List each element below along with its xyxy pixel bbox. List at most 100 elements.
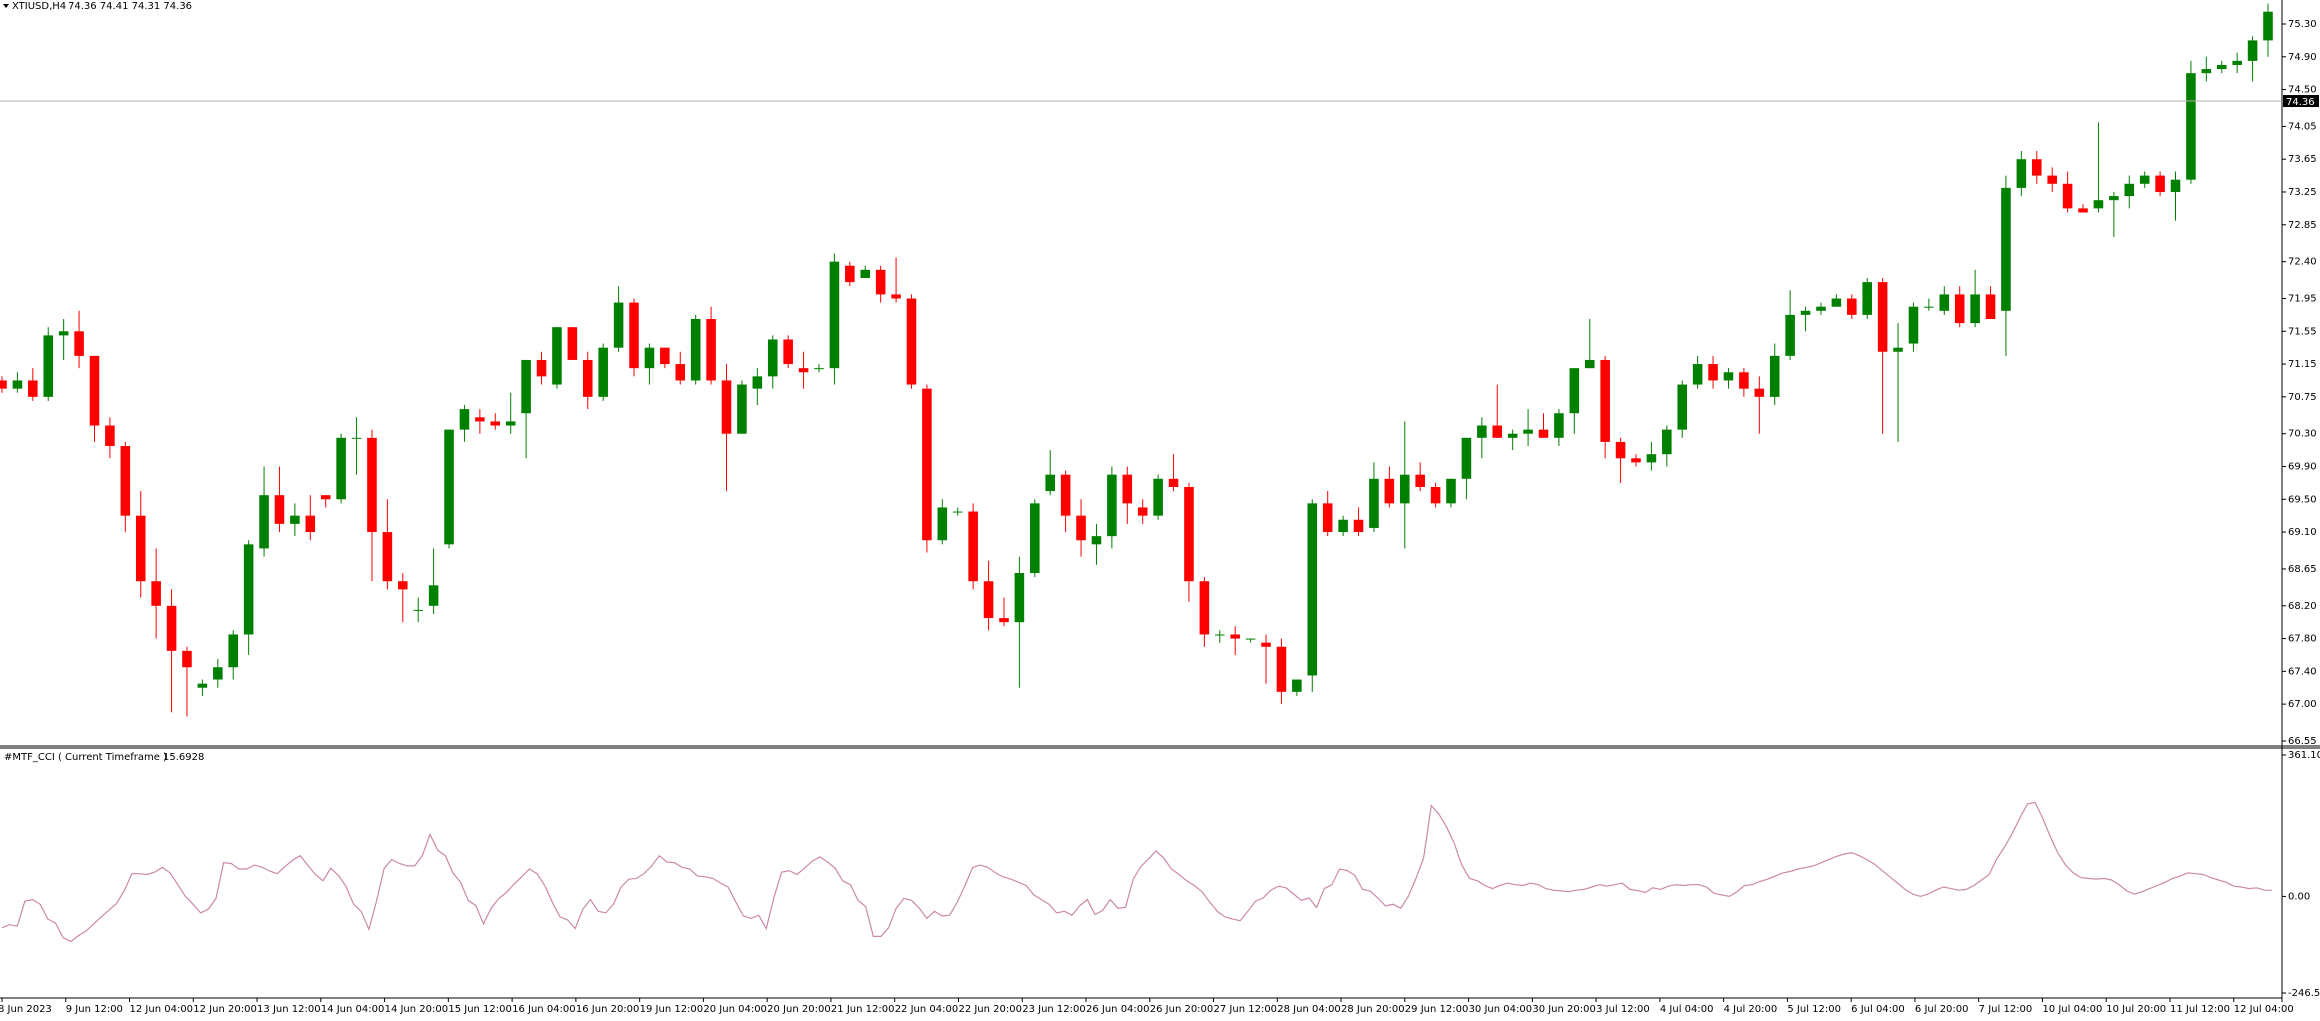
candle: [1199, 577, 1210, 647]
time-tick-label: 30 Jun 04:00: [1469, 1004, 1533, 1015]
candle: [2093, 122, 2104, 213]
candle-body: [937, 507, 948, 541]
time-tick-label: 4 Jul 04:00: [1660, 1004, 1714, 1015]
candle-body: [1692, 364, 1703, 385]
candle: [1862, 278, 1872, 319]
candle: [1970, 269, 1980, 328]
price-tick-label: 74.05: [2288, 121, 2317, 132]
candle: [582, 351, 593, 410]
candle: [644, 343, 655, 385]
candle-body: [999, 618, 1009, 623]
candle-body: [2047, 175, 2057, 184]
candle: [2186, 60, 2196, 184]
candle: [166, 589, 177, 713]
candle: [1091, 523, 1102, 565]
candle: [1939, 286, 1950, 315]
current-price-label: 74.36: [2286, 97, 2315, 108]
candle: [814, 364, 824, 373]
candle-body: [197, 683, 208, 688]
candle: [891, 257, 901, 303]
collapse-triangle-icon[interactable]: [3, 4, 9, 8]
candle: [351, 417, 362, 475]
candle-body: [706, 318, 716, 381]
candle-body: [2062, 183, 2073, 209]
candle: [382, 499, 393, 590]
candle: [475, 409, 485, 434]
candle-body: [1245, 638, 1256, 640]
candle-body: [243, 544, 254, 635]
price-tick-label: 73.25: [2288, 187, 2317, 198]
candle-body: [521, 359, 531, 414]
candle-body: [1569, 368, 1580, 414]
candle-body: [891, 294, 901, 299]
candle: [459, 405, 470, 442]
candle: [336, 433, 346, 504]
price-tick-label: 72.85: [2288, 220, 2317, 231]
candle: [983, 560, 994, 631]
time-tick-label: 21 Jun 12:00: [831, 1004, 895, 1015]
candle-body: [459, 409, 470, 430]
candle-body: [1847, 298, 1857, 315]
price-tick-label: 72.40: [2288, 257, 2317, 268]
candle-body: [2232, 60, 2242, 65]
price-tick-label: 73.65: [2288, 154, 2317, 165]
candle: [0, 376, 7, 393]
candle-body: [567, 327, 578, 360]
cci-panel: [1, 801, 2273, 943]
candle: [1523, 409, 1533, 447]
candle: [2155, 171, 2165, 197]
candle: [320, 495, 331, 508]
candle-body: [475, 417, 485, 422]
time-tick-label: 6 Jul 04:00: [1851, 1004, 1905, 1015]
candle-body: [1970, 294, 1980, 324]
candle: [1399, 421, 1410, 549]
price-tick-label: 68.65: [2288, 564, 2317, 575]
candle: [2216, 60, 2227, 74]
candle: [1769, 343, 1780, 406]
candle-body: [2109, 196, 2119, 201]
price-tick-label: 69.90: [2288, 461, 2317, 472]
price-tick-label: 67.80: [2288, 634, 2317, 645]
candle-body: [320, 495, 331, 500]
candle: [2001, 175, 2011, 356]
time-tick-label: 9 Jun 12:00: [66, 1004, 123, 1015]
candle-body: [274, 495, 285, 524]
candle: [1631, 454, 1641, 467]
candle-body: [598, 347, 608, 397]
candle-body: [1369, 478, 1379, 528]
candle: [1569, 368, 1580, 434]
candle: [1877, 278, 1888, 434]
candle: [721, 364, 732, 492]
candle: [43, 327, 54, 401]
candle: [182, 646, 192, 717]
candle-body: [1631, 458, 1641, 463]
candle-body: [166, 605, 177, 651]
candle-body: [1168, 478, 1179, 487]
candle-body: [428, 585, 439, 606]
candle-body: [952, 511, 963, 513]
candles-layer: [0, 3, 2273, 717]
time-tick-label: 12 Jun 20:00: [193, 1004, 257, 1015]
candle: [505, 392, 516, 434]
candle: [1014, 556, 1025, 688]
candle-body: [1276, 646, 1287, 692]
price-tick-label: 71.55: [2288, 326, 2317, 337]
candle-body: [1538, 429, 1549, 438]
candle-body: [644, 347, 655, 369]
cci-tick-label: 361.103: [2288, 750, 2320, 761]
candle-body: [259, 495, 269, 549]
candle-body: [660, 347, 670, 365]
candle-body: [968, 511, 978, 582]
candle: [1615, 437, 1626, 483]
candle-body: [2001, 187, 2011, 311]
candle-body: [1662, 429, 1672, 455]
candle: [1692, 355, 1703, 389]
candle: [1908, 302, 1919, 352]
time-tick-label: 30 Jun 20:00: [1532, 1004, 1596, 1015]
price-tick-label: 67.40: [2288, 666, 2317, 677]
candle: [135, 491, 146, 598]
price-tick-label: 70.75: [2288, 392, 2317, 403]
candle: [1477, 417, 1487, 459]
candle-body: [135, 515, 146, 582]
